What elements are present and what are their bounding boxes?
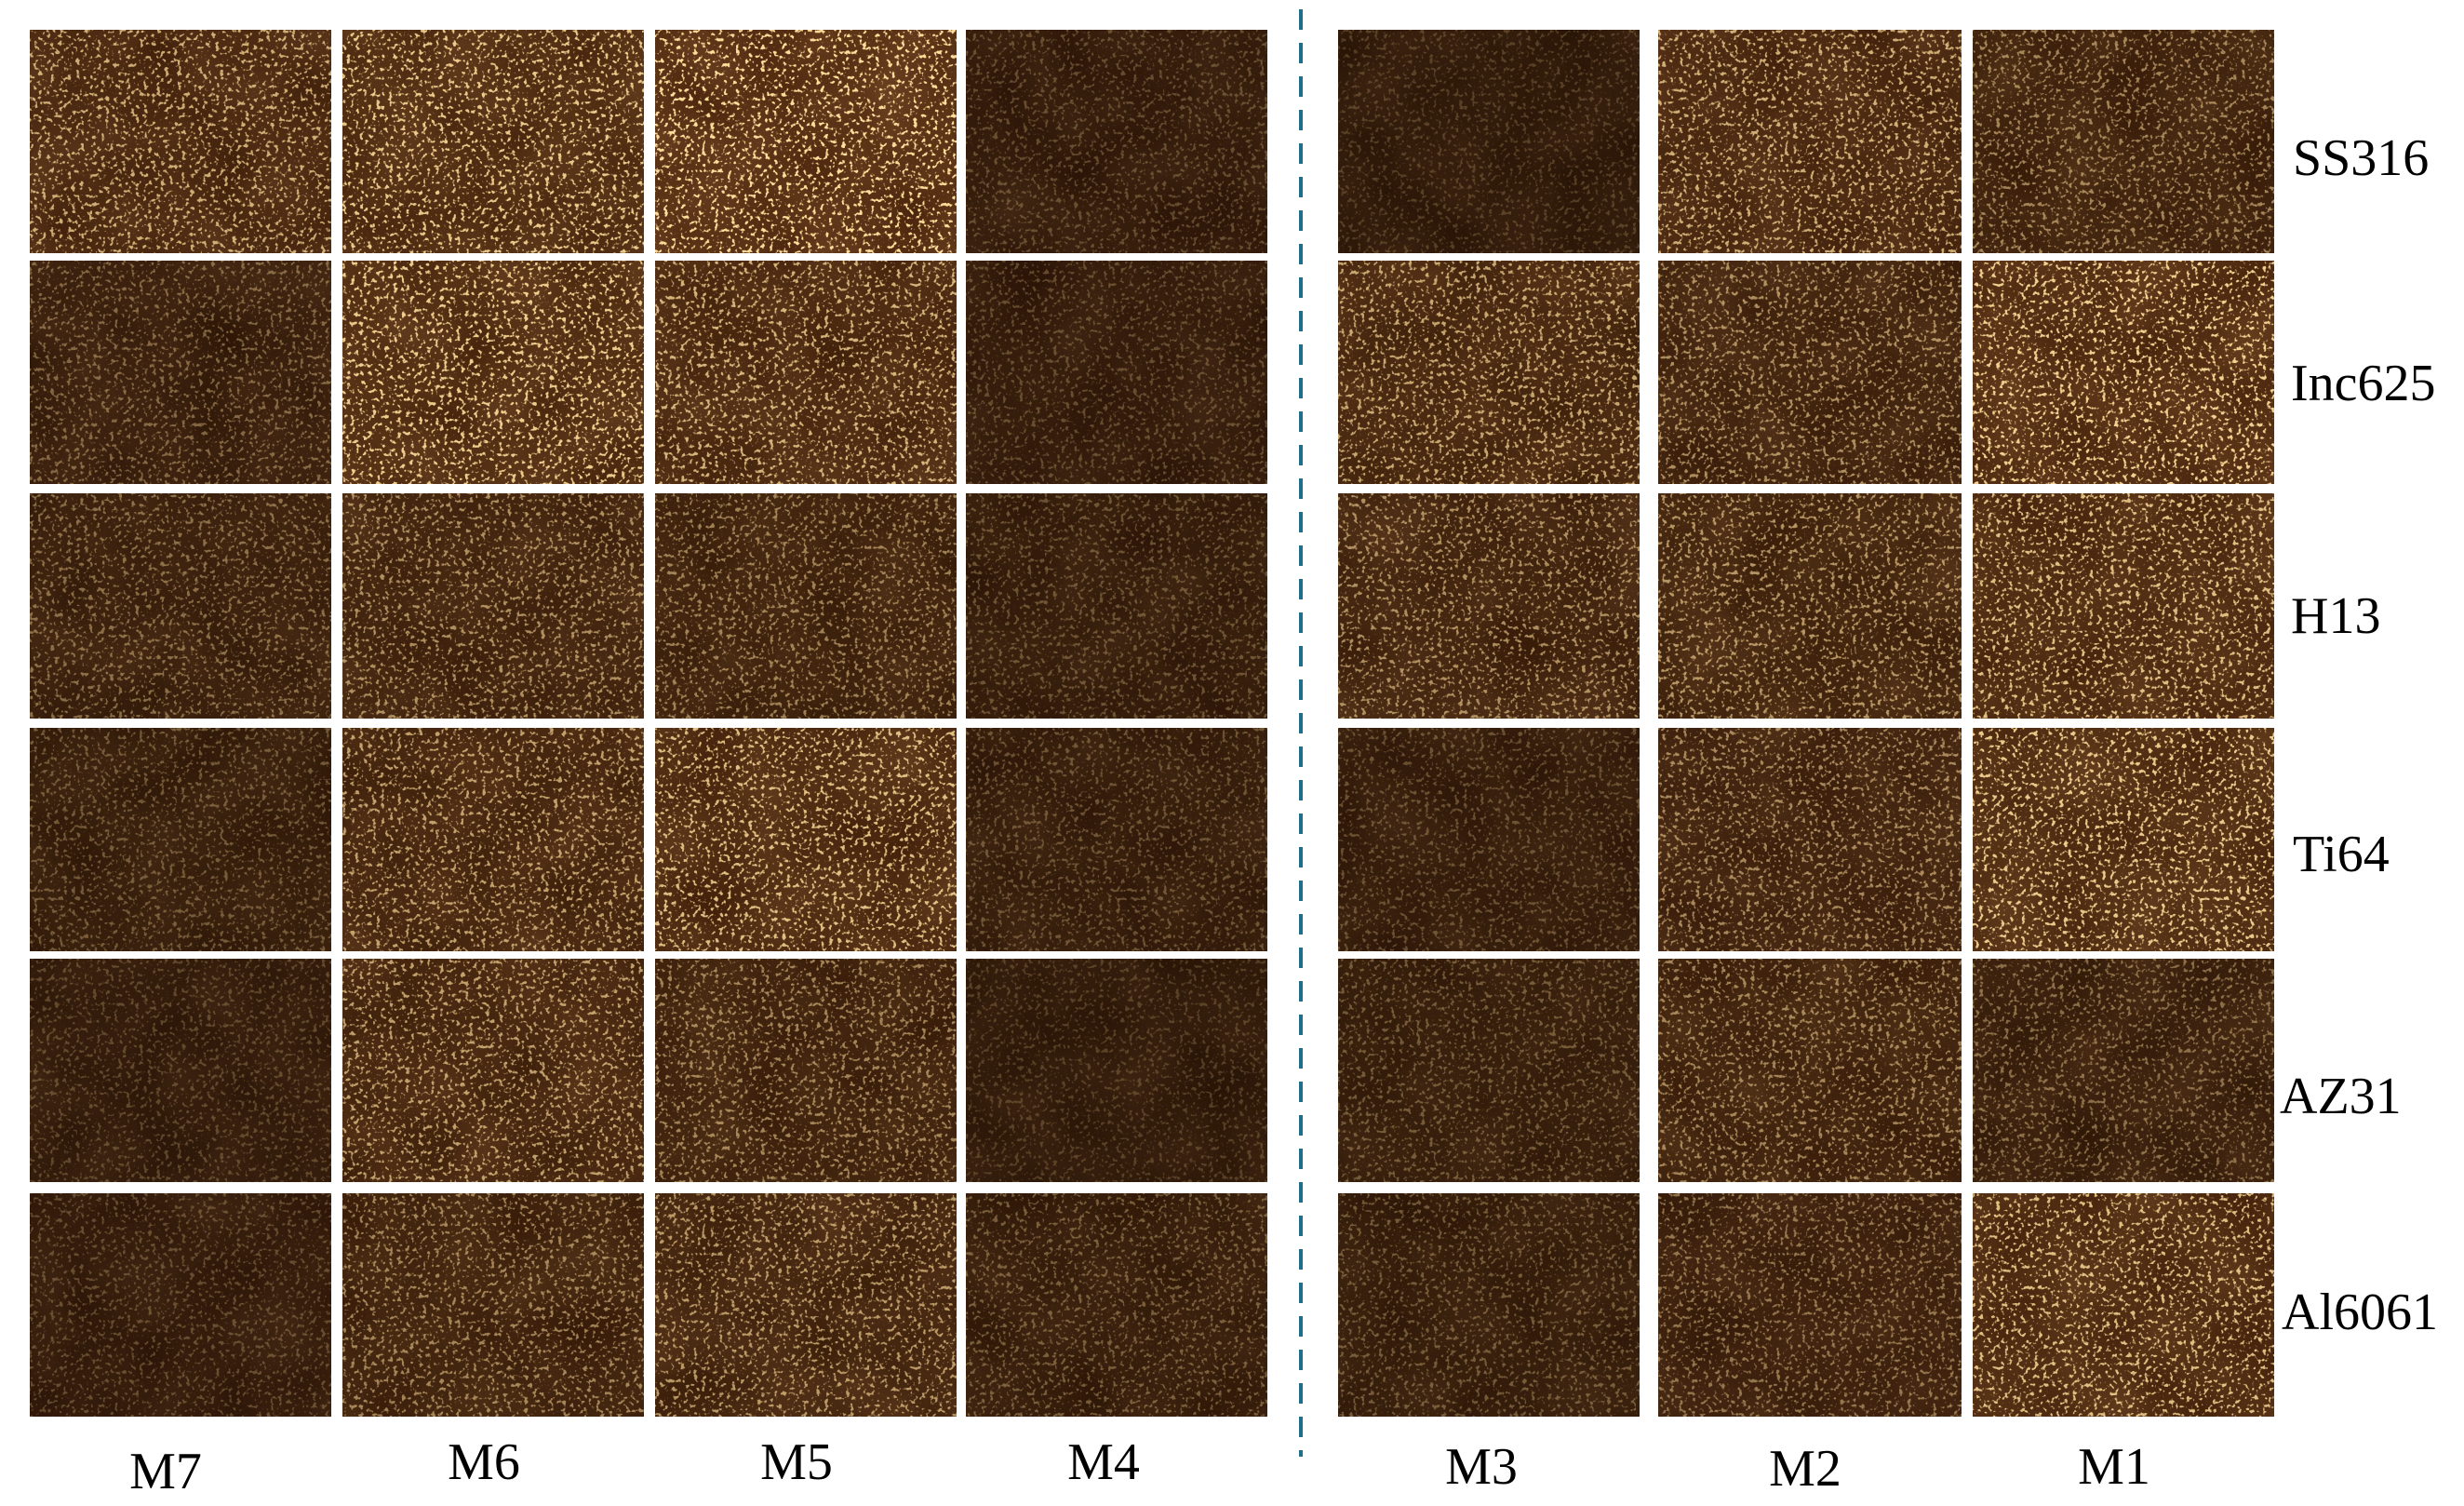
micrograph-panel-az31-m3 — [1338, 959, 1640, 1182]
micrograph-panel-ss316-m4 — [966, 30, 1267, 253]
micrograph-panel-h13-m1 — [1973, 493, 2274, 719]
micrograph-panel-h13-m6 — [342, 493, 644, 719]
micrograph-panel-h13-m4 — [966, 493, 1267, 719]
row-label-az31: AZ31 — [2280, 1068, 2402, 1125]
micrograph-panel-h13-m3 — [1338, 493, 1640, 719]
column-label-m3: M3 — [1445, 1438, 1518, 1496]
micrograph-panel-ti64-m2 — [1658, 728, 1962, 951]
micrograph-panel-al6061-m4 — [966, 1193, 1267, 1417]
micrograph-panel-inc625-m6 — [342, 261, 644, 484]
row-label-ti64: Ti64 — [2293, 826, 2390, 883]
micrograph-panel-ti64-m1 — [1973, 728, 2274, 951]
row-label-ss316: SS316 — [2293, 129, 2430, 187]
micrograph-panel-ss316-m7 — [30, 30, 331, 253]
micrograph-panel-az31-m2 — [1658, 959, 1962, 1182]
micrograph-panel-ti64-m7 — [30, 728, 331, 951]
micrograph-panel-az31-m6 — [342, 959, 644, 1182]
micrograph-panel-inc625-m5 — [655, 261, 957, 484]
micrograph-panel-ti64-m6 — [342, 728, 644, 951]
micrograph-panel-inc625-m2 — [1658, 261, 1962, 484]
column-label-m1: M1 — [2078, 1438, 2150, 1496]
micrograph-panel-inc625-m3 — [1338, 261, 1640, 484]
column-label-m4: M4 — [1067, 1433, 1140, 1491]
micrograph-panel-inc625-m4 — [966, 261, 1267, 484]
micrograph-panel-al6061-m2 — [1658, 1193, 1962, 1417]
micrograph-panel-ss316-m6 — [342, 30, 644, 253]
column-label-m7: M7 — [129, 1443, 202, 1500]
micrograph-panel-ss316-m5 — [655, 30, 957, 253]
micrograph-panel-al6061-m1 — [1973, 1193, 2274, 1417]
column-label-m5: M5 — [760, 1433, 833, 1491]
column-label-m2: M2 — [1769, 1440, 1841, 1498]
micrograph-panel-ss316-m1 — [1973, 30, 2274, 253]
row-label-al6061: Al6061 — [2282, 1284, 2438, 1341]
micrograph-panel-ti64-m3 — [1338, 728, 1640, 951]
micrograph-panel-ss316-m2 — [1658, 30, 1962, 253]
micrograph-panel-az31-m7 — [30, 959, 331, 1182]
micrograph-panel-h13-m2 — [1658, 493, 1962, 719]
micrograph-panel-inc625-m7 — [30, 261, 331, 484]
micrograph-panel-az31-m1 — [1973, 959, 2274, 1182]
micrograph-panel-al6061-m5 — [655, 1193, 957, 1417]
micrograph-panel-al6061-m7 — [30, 1193, 331, 1417]
micrograph-panel-ti64-m5 — [655, 728, 957, 951]
column-label-m6: M6 — [448, 1433, 520, 1491]
row-label-inc625: Inc625 — [2291, 355, 2436, 412]
micrograph-panel-h13-m7 — [30, 493, 331, 719]
micrograph-panel-h13-m5 — [655, 493, 957, 719]
micrograph-panel-al6061-m6 — [342, 1193, 644, 1417]
micrograph-panel-ti64-m4 — [966, 728, 1267, 951]
micrograph-panel-al6061-m3 — [1338, 1193, 1640, 1417]
micrograph-panel-inc625-m1 — [1973, 261, 2274, 484]
micrograph-panel-ss316-m3 — [1338, 30, 1640, 253]
row-label-h13: H13 — [2291, 587, 2381, 645]
micrograph-panel-az31-m4 — [966, 959, 1267, 1182]
micrograph-panel-az31-m5 — [655, 959, 957, 1182]
